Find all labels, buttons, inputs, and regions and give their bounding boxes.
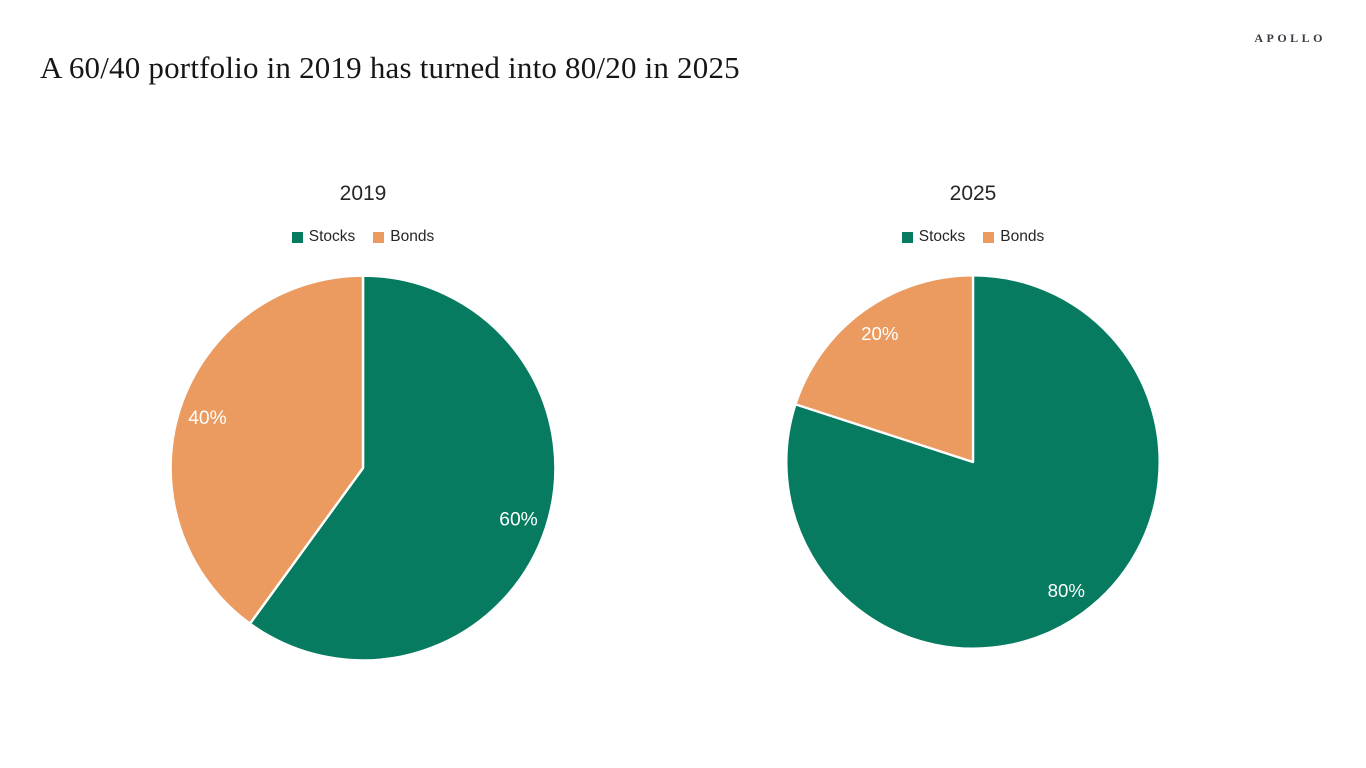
chart-title-2025: 2025 — [949, 182, 997, 205]
pie-slice-stocks — [248, 274, 557, 662]
apollo-logo: APOLLO — [1254, 31, 1326, 45]
chart-legend-2019: Stocks Bonds — [161, 227, 565, 247]
pie-label-bonds: 40% — [188, 408, 226, 429]
pie-slice-bonds — [169, 274, 365, 625]
pie-chart-2025: 2025 Stocks Bonds 80% 20% — [771, 180, 1175, 658]
pie-2019: 60% 40% — [169, 274, 557, 662]
pie-label-stocks: 60% — [499, 509, 537, 530]
legend-item-bonds: Bonds — [983, 228, 1044, 246]
legend-swatch-bonds-icon — [983, 231, 995, 243]
pie-chart-2019: 2019 Stocks Bonds 60% 40% — [161, 180, 565, 670]
legend-label-bonds: Bonds — [390, 228, 435, 245]
pie-label-bonds: 20% — [861, 323, 898, 344]
legend-swatch-stocks-icon — [901, 231, 913, 243]
legend-label-stocks: Stocks — [308, 228, 356, 245]
pie-slice-bonds — [794, 274, 975, 464]
legend-item-stocks: Stocks — [901, 228, 966, 246]
chart-title-2019: 2019 — [339, 182, 387, 205]
legend-item-stocks: Stocks — [291, 228, 356, 246]
legend-swatch-bonds-icon — [373, 231, 385, 243]
legend-label-bonds: Bonds — [1000, 228, 1045, 245]
chart-legend-2025: Stocks Bonds — [771, 227, 1175, 247]
page-title: A 60/40 portfolio in 2019 has turned int… — [40, 50, 740, 85]
legend-swatch-stocks-icon — [291, 231, 303, 243]
legend-label-stocks: Stocks — [918, 228, 966, 245]
pie-label-stocks: 80% — [1048, 580, 1085, 601]
legend-item-bonds: Bonds — [373, 228, 434, 246]
pie-2025: 80% 20% — [785, 274, 1161, 650]
